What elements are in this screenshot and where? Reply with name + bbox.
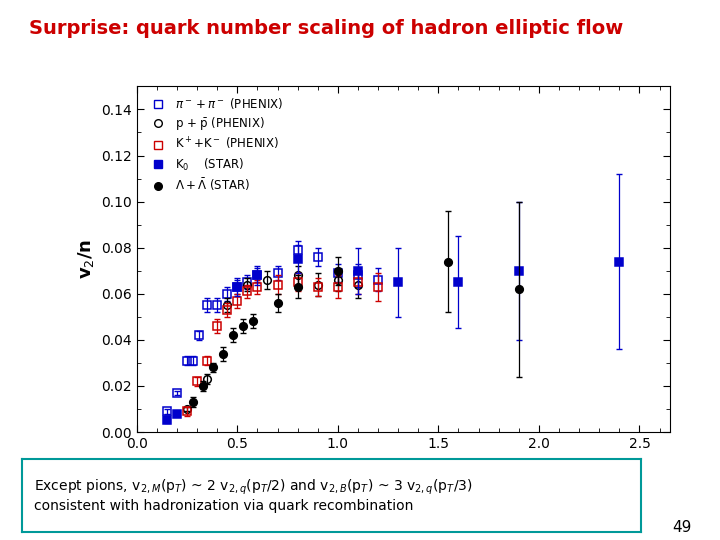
Text: 49: 49	[672, 519, 691, 535]
Y-axis label: v$_2$/n: v$_2$/n	[76, 239, 96, 279]
X-axis label: p$_T$/n (GeV): p$_T$/n (GeV)	[351, 456, 456, 478]
Legend: $\pi^- + \pi^-$ (PHENIX), p + $\bar{\rm p}$ (PHENIX), K$^+$+K$^-$ (PHENIX), K$_0: $\pi^- + \pi^-$ (PHENIX), p + $\bar{\rm …	[143, 92, 287, 197]
Text: Surprise: quark number scaling of hadron elliptic flow: Surprise: quark number scaling of hadron…	[29, 19, 623, 38]
Text: Except pions, v$_{2,M}$(p$_T$) ~ 2 v$_{2,q}$(p$_T$/2) and v$_{2,B}$(p$_T$) ~ 3 v: Except pions, v$_{2,M}$(p$_T$) ~ 2 v$_{2…	[34, 478, 473, 513]
